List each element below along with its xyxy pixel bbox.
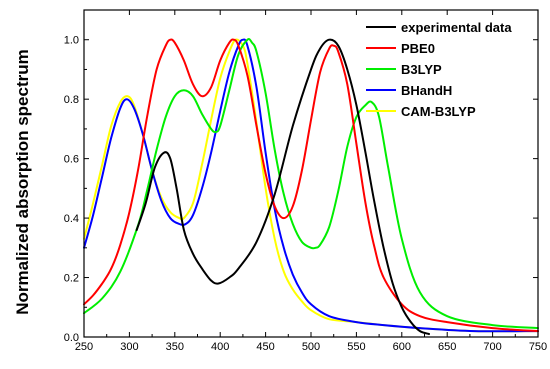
- y-tick-label: 0.6: [64, 154, 79, 166]
- x-tick-label: 750: [529, 341, 547, 353]
- y-tick-label: 1.0: [64, 35, 79, 47]
- series-line-cam-b3lyp: [83, 38, 539, 333]
- series-line-experimental-data: [135, 38, 430, 335]
- axes: 250 300 350 400 450 500 550 600 650 700 750 0.0 0.2 0…: [64, 9, 547, 353]
- x-tick-label: 550: [347, 341, 365, 353]
- legend-label: PBE0: [401, 41, 435, 56]
- y-tick-label: 0.2: [64, 273, 79, 285]
- series-line-b3lyp: [83, 38, 539, 330]
- x-tick-label: 700: [483, 341, 501, 353]
- legend-label: CAM-B3LYP: [401, 104, 476, 119]
- x-tick-label: 350: [166, 341, 184, 353]
- x-tick-label: 600: [393, 341, 411, 353]
- series-line-bhandh: [83, 38, 539, 333]
- y-tick-label: 0.4: [64, 213, 79, 225]
- legend-label: experimental data: [401, 20, 512, 35]
- y-tick-label: 0.0: [64, 332, 79, 344]
- plot-area: [83, 38, 539, 335]
- legend-label: B3LYP: [401, 62, 442, 77]
- x-tick-label: 250: [75, 341, 93, 353]
- legend-label: BHandH: [401, 83, 452, 98]
- x-tick-label: 300: [120, 341, 138, 353]
- legend: experimental data PBE0 B3LYP BHandH CAM-B3LY…: [366, 20, 512, 119]
- x-tick-label: 450: [256, 341, 274, 353]
- x-tick-label: 400: [211, 341, 229, 353]
- y-tick-label: 0.8: [64, 94, 79, 106]
- x-tick-label: 500: [302, 341, 320, 353]
- y-axis-label: Normalized absorption spectrum: [13, 49, 32, 314]
- x-tick-label: 650: [438, 341, 456, 353]
- series-line-pbe0: [83, 38, 539, 333]
